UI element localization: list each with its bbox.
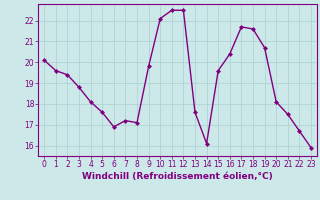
X-axis label: Windchill (Refroidissement éolien,°C): Windchill (Refroidissement éolien,°C) [82,172,273,181]
